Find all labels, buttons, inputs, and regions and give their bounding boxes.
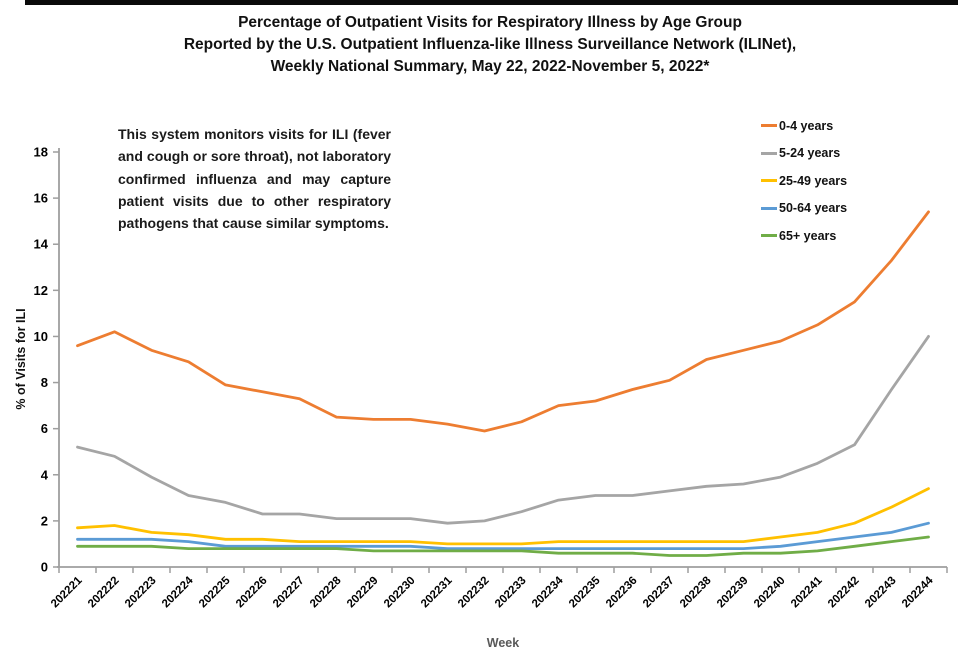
legend-line-swatch-icon [761, 206, 777, 210]
x-tick-label: 202241 [789, 574, 825, 610]
legend-item-0-4-years: 0-4 years [761, 112, 847, 140]
legend-line-swatch-icon [761, 179, 777, 183]
x-tick-label: 202227 [271, 575, 307, 611]
top-border-bar [25, 0, 958, 5]
x-tick-label: 202235 [567, 574, 603, 610]
legend-item-50-64-years: 50-64 years [761, 195, 847, 223]
y-tick-label: 6 [41, 421, 48, 436]
y-tick-label: 18 [34, 145, 48, 160]
x-tick-label: 202231 [419, 574, 455, 610]
chart-title-line-2: Reported by the U.S. Outpatient Influenz… [183, 36, 797, 53]
legend-label: 0-4 years [779, 118, 834, 133]
x-tick-label: 202225 [197, 574, 233, 610]
x-axis-title: Week [486, 636, 520, 650]
legend-line-swatch-icon [761, 151, 777, 155]
legend-item-5-24-years: 5-24 years [761, 140, 847, 168]
x-tick-label: 202222 [86, 575, 122, 611]
legend-line-swatch-icon [761, 124, 777, 128]
y-tick-label: 0 [41, 560, 48, 575]
y-tick-label: 12 [34, 283, 48, 298]
ili-definition-note: This system monitors visits for ILI (fev… [118, 126, 391, 232]
x-tick-label: 202229 [345, 575, 381, 611]
series-line-25-49-years [76, 487, 930, 546]
x-tick-label: 202226 [234, 575, 270, 611]
series-line-50-64-years [76, 521, 930, 550]
y-tick-label: 14 [34, 237, 49, 252]
y-tick-label: 8 [41, 375, 48, 390]
series-line-0-4-years [76, 210, 930, 433]
y-axis-title: % of Visits for ILI [14, 308, 28, 410]
x-tick-label: 202240 [752, 575, 788, 611]
x-tick-label: 202223 [123, 575, 159, 611]
x-tick-label: 202221 [49, 574, 85, 610]
x-tick-label: 202236 [604, 575, 640, 611]
legend-label: 50-64 years [779, 201, 848, 216]
chart-title-line-1: Percentage of Outpatient Visits for Resp… [238, 14, 742, 31]
x-tick-label: 202238 [678, 574, 714, 610]
chart-title-line-3: Weekly National Summary, May 22, 2022-No… [270, 58, 710, 75]
y-tick-label: 10 [34, 329, 48, 344]
legend-item-65-plus-years: 65+ years [761, 222, 847, 250]
x-tick-label: 202237 [641, 575, 677, 611]
legend-label: 25-49 years [779, 173, 848, 188]
y-tick-label: 2 [41, 513, 48, 528]
legend-line-swatch-icon [761, 234, 777, 238]
chart-title: Percentage of Outpatient Visits for Resp… [0, 12, 980, 78]
x-tick-label: 202232 [456, 575, 492, 611]
series-line-5-24-years [76, 334, 930, 525]
x-tick-label: 202242 [826, 575, 862, 611]
x-tick-label: 202244 [900, 574, 936, 610]
x-tick-label: 202224 [160, 574, 196, 610]
legend-label: 5-24 years [779, 146, 841, 161]
legend-label: 65+ years [779, 228, 837, 243]
series-line-65-years [76, 535, 930, 557]
y-tick-label: 4 [41, 467, 49, 482]
y-tick-label: 16 [34, 191, 48, 206]
x-tick-label: 202228 [308, 574, 344, 610]
legend-item-25-49-years: 25-49 years [761, 167, 847, 195]
x-tick-label: 202234 [530, 574, 566, 610]
x-tick-label: 202239 [715, 575, 751, 611]
x-tick-label: 202233 [493, 575, 529, 611]
x-tick-label: 202230 [382, 575, 418, 611]
chart-legend: 0-4 years 5-24 years 25-49 years 50-64 y… [761, 112, 847, 250]
x-tick-label: 202243 [863, 575, 899, 611]
